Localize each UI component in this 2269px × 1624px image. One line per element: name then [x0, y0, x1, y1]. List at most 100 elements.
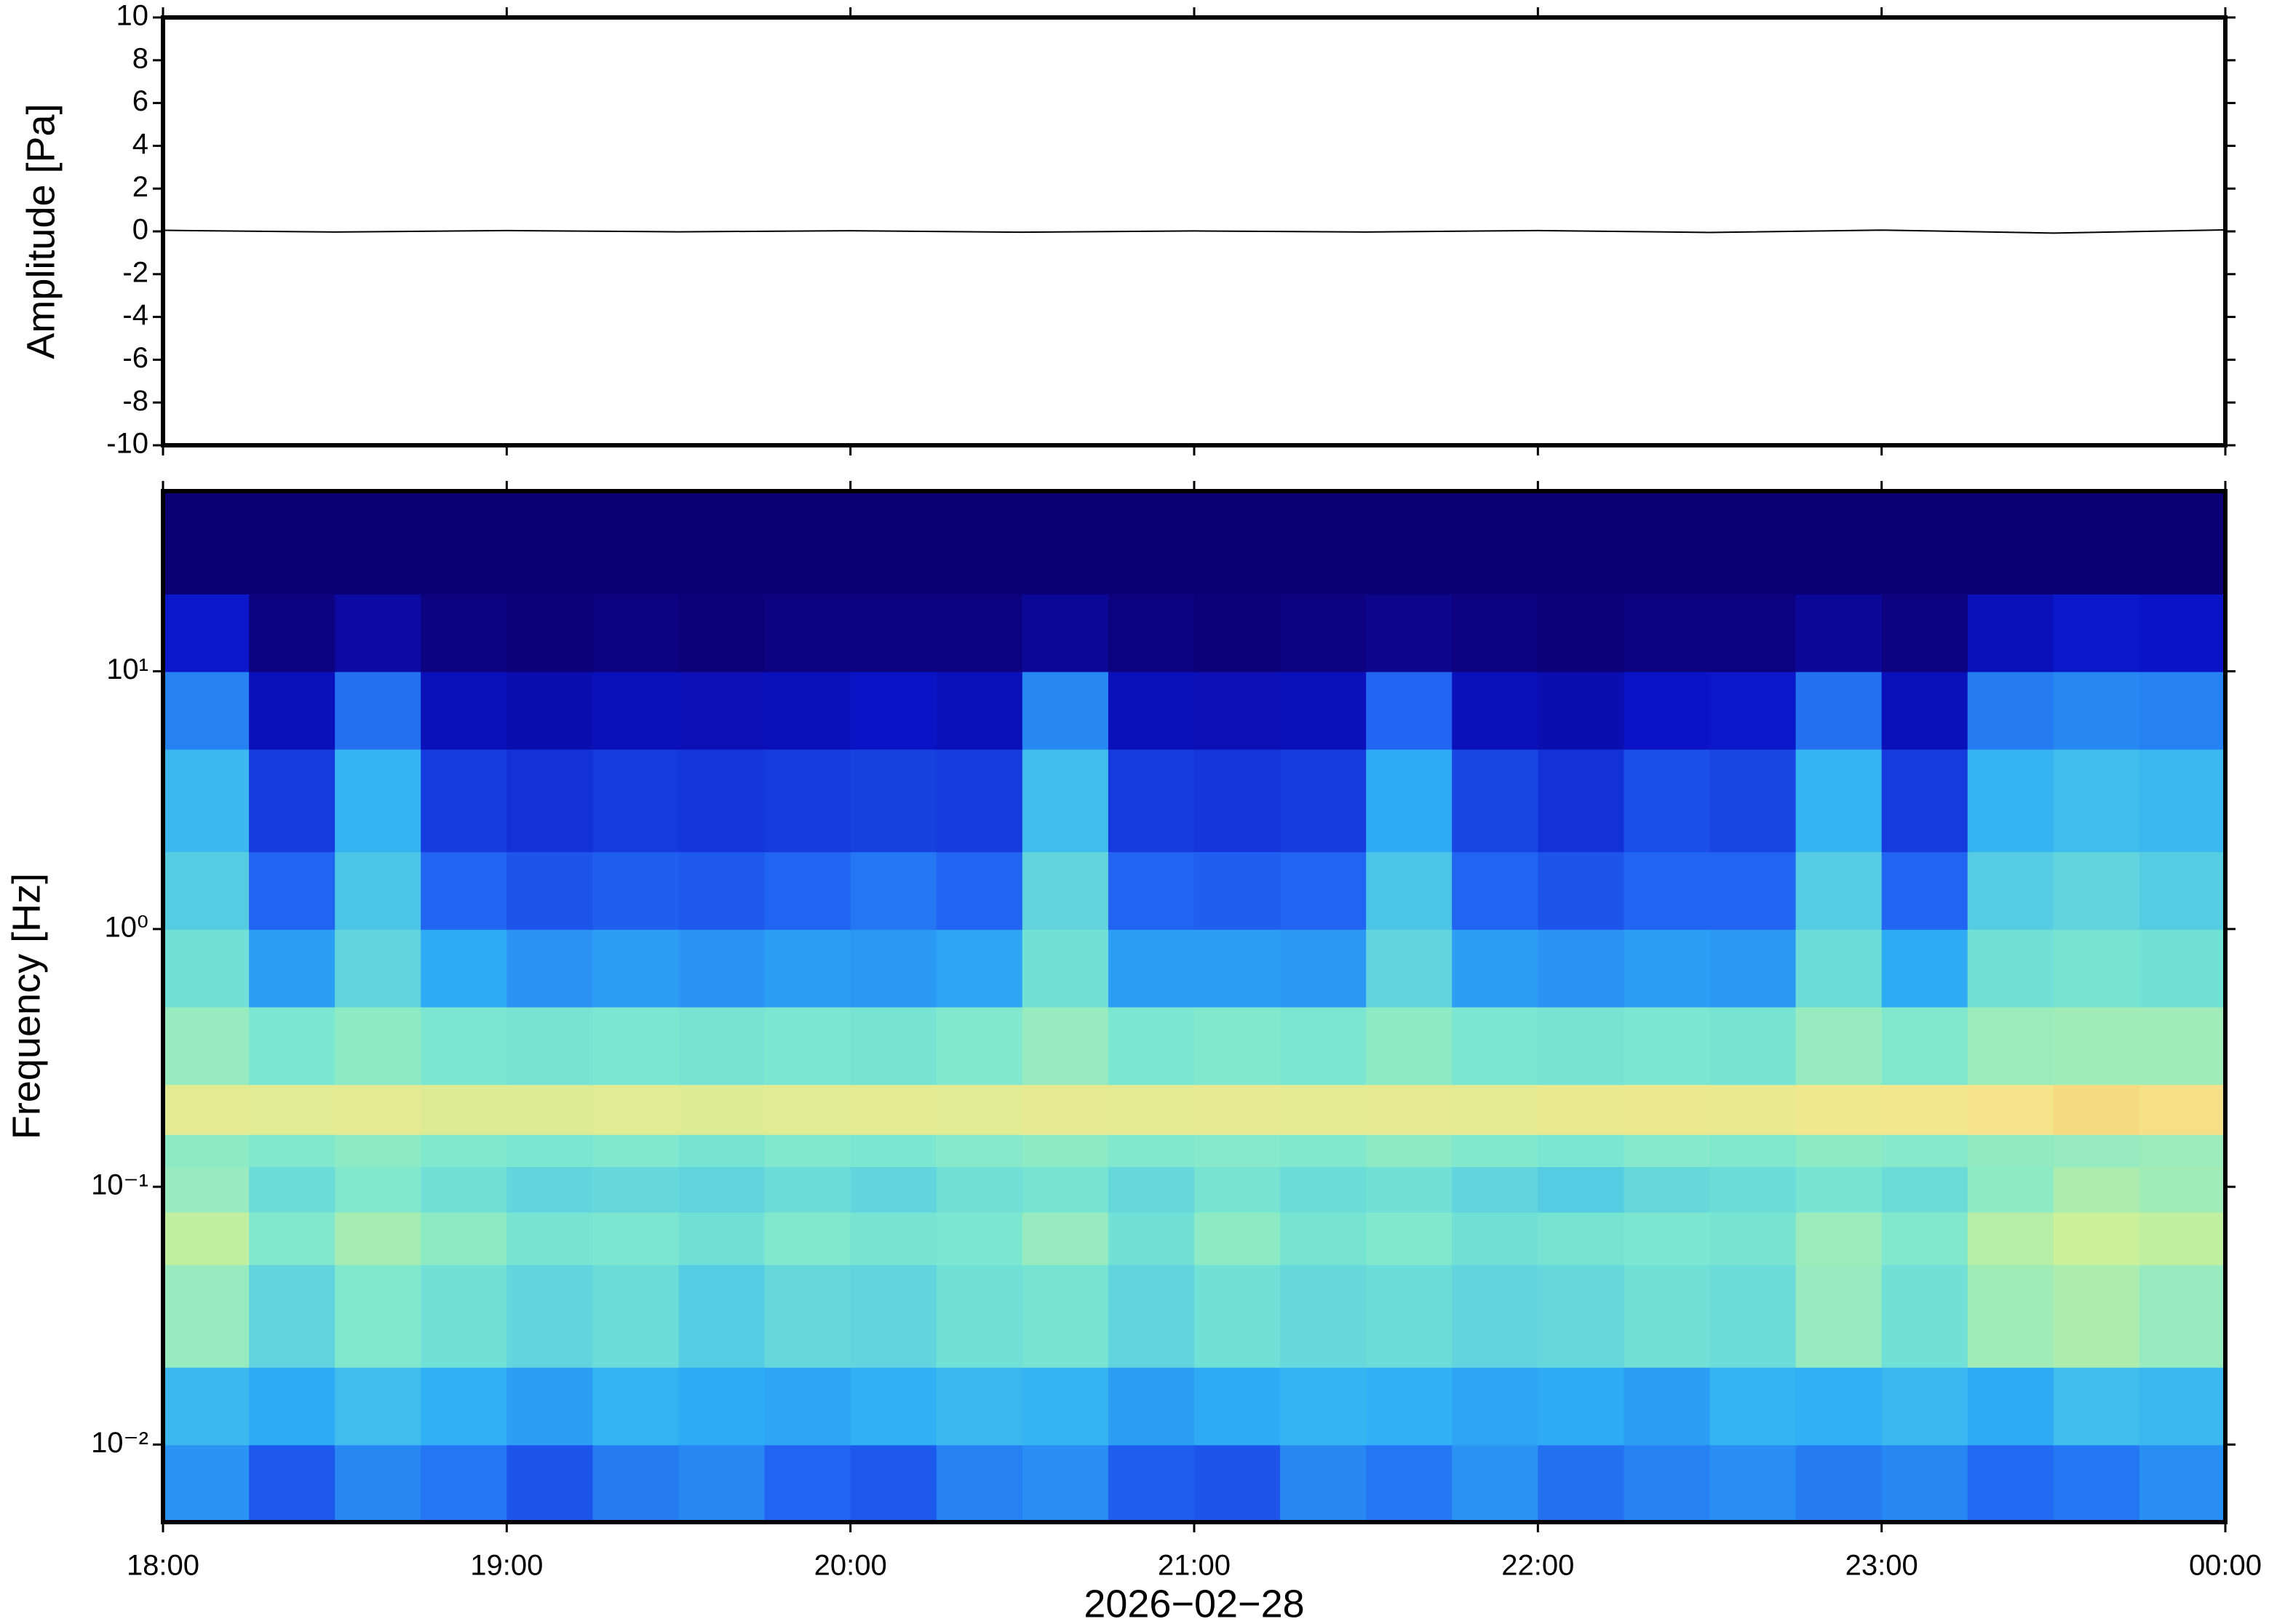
spectrogram-cell	[764, 928, 851, 1008]
y-tick-label: -8	[122, 385, 148, 417]
spectrogram-cell	[2053, 671, 2140, 750]
spectrogram-cell	[1624, 1264, 1711, 1368]
spectrogram-cell	[2053, 491, 2140, 594]
spectrogram-cell	[1022, 928, 1109, 1008]
spectrogram-cell	[1366, 1084, 1453, 1135]
spectrogram-cell	[1795, 1264, 1883, 1368]
spectrogram-cell	[2139, 1006, 2226, 1086]
spectrogram-cell	[163, 1134, 250, 1168]
spectrogram-cell	[249, 1366, 336, 1446]
spectrogram-cell	[1366, 1134, 1453, 1168]
spectrogram-cell	[1881, 671, 1968, 750]
x-axis-label: 2026−02−28	[1084, 1582, 1304, 1624]
spectrogram-cell	[163, 1084, 250, 1135]
spectrogram-cell	[335, 749, 422, 853]
spectrogram-cell	[1108, 1166, 1195, 1213]
x-tick-label: 21:00	[1158, 1550, 1231, 1582]
y-tick-label: 10	[116, 0, 149, 32]
spectrogram-cell	[1624, 491, 1711, 594]
spectrogram-cell	[764, 1134, 851, 1168]
spectrogram-cell	[1280, 671, 1367, 750]
spectrogram-cell	[764, 851, 851, 930]
spectrogram-cell	[2139, 593, 2226, 672]
spectrogram-cell	[1967, 749, 2054, 853]
spectrogram-cell	[1795, 1444, 1883, 1523]
waveform	[162, 228, 2226, 234]
spectrogram-cell	[1881, 1084, 1968, 1135]
x-tick-label: 18:00	[127, 1550, 199, 1582]
spectrogram-cell	[335, 491, 422, 594]
spectrogram-cell	[2053, 749, 2140, 853]
spectrogram-cell	[1022, 1444, 1109, 1523]
spectrogram-cell	[678, 1366, 766, 1446]
spectrogram-cell	[163, 928, 250, 1008]
spectrogram-cell	[850, 749, 937, 853]
spectrogram-cell	[936, 671, 1023, 750]
spectrogram-cell	[1194, 593, 1281, 672]
spectrogram-cell	[1452, 491, 1539, 594]
spectrogram-cell	[1108, 1134, 1195, 1168]
spectrogram-cell	[1967, 1166, 2054, 1213]
spectrogram-cell	[1624, 593, 1711, 672]
spectrogram-cell	[249, 1134, 336, 1168]
spectrogram-cell	[1022, 1211, 1109, 1265]
spectrogram-cell	[764, 1366, 851, 1446]
spectrogram-cell	[1624, 1134, 1711, 1168]
spectrogram-cell	[1366, 1166, 1453, 1213]
spectrogram-cell	[421, 491, 508, 594]
y-tick-label: -2	[122, 256, 148, 288]
spectrogram-cell	[2053, 1444, 2140, 1523]
y-tick-label: 0	[132, 214, 148, 246]
spectrogram-cell	[335, 1264, 422, 1368]
spectrogram-cell	[1108, 671, 1195, 750]
spectrogram-cell	[1538, 928, 1625, 1008]
spectrogram-cell	[1967, 1211, 2054, 1265]
spectrogram-cell	[1624, 1084, 1711, 1135]
spectrogram-cell	[1881, 1211, 1968, 1265]
spectrogram-cell	[1366, 1211, 1453, 1265]
spectrogram-cell	[1452, 593, 1539, 672]
spectrogram-cell	[1795, 851, 1883, 930]
spectrogram-cell	[764, 1006, 851, 1086]
spectrogram-cell	[678, 593, 766, 672]
spectrogram-cell	[506, 1166, 594, 1213]
spectrogram-cell	[1366, 1366, 1453, 1446]
spectrogram-cell	[335, 1084, 422, 1135]
spectrogram-cell	[592, 1134, 680, 1168]
spectrogram-cell	[421, 1084, 508, 1135]
spectrogram-cell	[1194, 491, 1281, 594]
spectrogram-cell	[592, 1366, 680, 1446]
spectrogram-cell	[1280, 749, 1367, 853]
spectrogram-cell	[1108, 1444, 1195, 1523]
spectrogram-cell	[936, 928, 1023, 1008]
spectrogram-cell	[1194, 749, 1281, 853]
spectrogram-cell	[936, 1211, 1023, 1265]
spectrogram-cell	[421, 593, 508, 672]
spectrogram-cell	[592, 749, 680, 853]
spectrogram-cell	[850, 1264, 937, 1368]
spectrogram-cell	[678, 491, 766, 594]
spectrogram-cell	[1795, 1006, 1883, 1086]
spectrogram-cell	[163, 1366, 250, 1446]
spectrogram-cell	[2139, 851, 2226, 930]
spectrogram-cell	[1280, 491, 1367, 594]
spectrogram-cell	[1366, 1444, 1453, 1523]
spectrogram-cell	[1194, 1366, 1281, 1446]
spectrogram-cell	[678, 1211, 766, 1265]
spectrogram-cell	[2053, 1006, 2140, 1086]
spectrogram-cell	[249, 1264, 336, 1368]
y-tick-label: -4	[122, 299, 148, 331]
spectrogram-cell	[1280, 851, 1367, 930]
spectrogram-cell	[592, 1211, 680, 1265]
spectrogram-cell	[2139, 1366, 2226, 1446]
spectrogram-cell	[1538, 491, 1625, 594]
spectrogram-cell	[335, 1366, 422, 1446]
spectrogram-cell	[1022, 1006, 1109, 1086]
spectrogram-cell	[764, 671, 851, 750]
spectrogram-cell	[421, 671, 508, 750]
spectrogram-cell	[1366, 1006, 1453, 1086]
spectrogram-cell	[592, 491, 680, 594]
spectrogram-cell	[249, 593, 336, 672]
spectrogram-cell	[249, 1084, 336, 1135]
